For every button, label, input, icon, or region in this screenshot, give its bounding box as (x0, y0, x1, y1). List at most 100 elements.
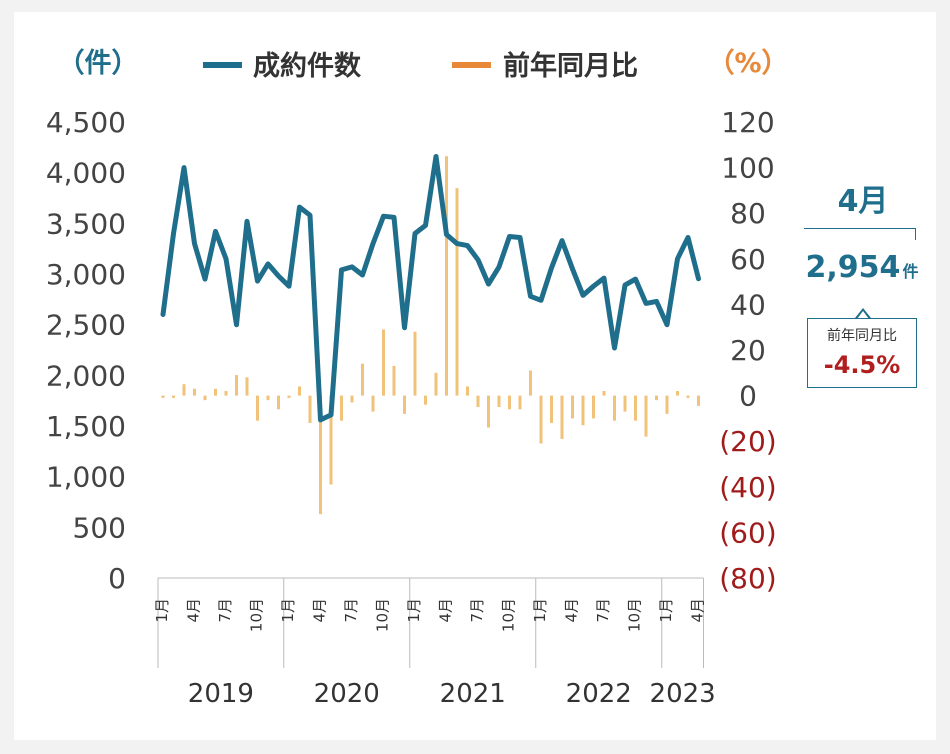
callout-count-value: 2,954 (805, 250, 901, 285)
yoy-bar (644, 395, 648, 437)
year-label: 2021 (440, 679, 506, 709)
callout-yoy-label: 前年同月比 (827, 328, 897, 344)
month-tick-label: 7月 (594, 598, 612, 623)
year-label: 2019 (188, 679, 254, 709)
yoy-bar (508, 395, 511, 410)
yoy-bar (497, 395, 501, 407)
right-tick-label: 80 (730, 197, 766, 230)
left-tick-label: 4,000 (46, 157, 126, 190)
legend-label-count: 成約件数 (253, 50, 362, 82)
month-tick-label: 1月 (657, 598, 675, 623)
month-tick-label: 7月 (468, 598, 486, 623)
month-tick-label: 4月 (311, 598, 329, 623)
month-tick-label: 1月 (279, 598, 297, 623)
yoy-bar (203, 395, 207, 401)
yoy-bar (193, 388, 196, 396)
yoy-bar (403, 395, 406, 414)
yoy-bar (655, 395, 658, 401)
yoy-bar (298, 386, 301, 396)
yoy-bar (592, 395, 595, 419)
month-tick-label: 4月 (563, 598, 581, 623)
yoy-bar (245, 377, 249, 396)
yoy-bar (550, 395, 553, 423)
yoy-bar (560, 395, 564, 439)
yoy-bar (634, 395, 637, 421)
yoy-bar (361, 363, 364, 396)
yoy-bar (319, 395, 322, 515)
yoy-bar (581, 395, 585, 426)
yoy-bar (382, 329, 385, 396)
month-tick-label: 1月 (405, 598, 423, 623)
right-tick-label: 60 (730, 243, 766, 276)
right-tick-label: 40 (730, 288, 766, 321)
month-tick-label: 1月 (153, 598, 171, 623)
right-tick-label: 100 (721, 152, 774, 185)
right-tick-label: (20) (719, 425, 776, 458)
yoy-bar (665, 395, 669, 414)
left-tick-label: 1,000 (46, 461, 126, 494)
yoy-bar (602, 391, 606, 396)
yoy-bar (487, 395, 490, 428)
month-tick-label: 4月 (437, 598, 455, 623)
yoy-bar (455, 188, 459, 396)
left-tick-label: 500 (73, 511, 126, 544)
left-tick-label: 3,500 (46, 207, 126, 240)
month-tick-label: 10月 (374, 598, 392, 632)
right-axis-unit: （%） (707, 48, 788, 79)
yoy-bar (529, 370, 532, 396)
yoy-bar (676, 391, 679, 396)
yoy-bar (224, 391, 228, 396)
left-tick-label: 2,000 (46, 359, 126, 392)
left-tick-label: 2,500 (46, 309, 126, 342)
yoy-bar (371, 395, 375, 412)
yoy-bar (277, 395, 280, 410)
yoy-bar (350, 395, 354, 403)
yoy-bar (686, 395, 690, 398)
callout-bracket (804, 228, 916, 240)
callout-count-unit: 件 (902, 262, 919, 281)
month-tick-label: 10月 (248, 598, 266, 632)
month-tick-label: 4月 (185, 598, 203, 623)
callout-yoy-box: 前年同月比 -4.5% (807, 318, 917, 388)
yoy-bar (235, 375, 238, 396)
yoy-bar (697, 395, 700, 406)
legend-label-yoy: 前年同月比 (503, 50, 638, 82)
right-tick-label: (80) (719, 562, 776, 595)
yoy-bar (434, 372, 438, 396)
yoy-bar (329, 395, 333, 485)
yoy-bar (287, 395, 291, 398)
yoy-bar (266, 395, 270, 401)
yoy-bar (623, 395, 627, 412)
yoy-bar (413, 331, 417, 396)
year-label: 2022 (566, 679, 632, 709)
yoy-bar (613, 395, 616, 421)
left-tick-label: 3,000 (46, 258, 126, 291)
right-tick-label: (40) (719, 471, 776, 504)
yoy-bar (445, 156, 448, 396)
yoy-bar (424, 395, 427, 405)
right-tick-label: 120 (721, 106, 774, 139)
right-tick-label: (60) (719, 516, 776, 549)
year-label: 2023 (650, 679, 716, 709)
chart-card (14, 12, 936, 740)
yoy-bar (172, 395, 175, 398)
yoy-bar (256, 395, 259, 421)
left-tick-label: 4,500 (46, 106, 126, 139)
callout-notch-inner (857, 311, 869, 319)
yoy-bar (161, 395, 165, 398)
callout-count: 2,954 件 (804, 250, 920, 285)
yoy-bar (539, 395, 543, 444)
month-tick-label: 4月 (689, 598, 707, 623)
yoy-bar (392, 365, 396, 396)
month-tick-label: 10月 (500, 598, 518, 632)
yoy-bar (182, 384, 186, 396)
left-tick-label: 1,500 (46, 410, 126, 443)
right-tick-label: 0 (739, 380, 757, 413)
yoy-bar (214, 388, 217, 396)
yoy-bar (466, 386, 469, 396)
month-tick-label: 1月 (531, 598, 549, 623)
series-line-count (160, 154, 701, 423)
year-label: 2020 (314, 679, 380, 709)
callout-month: 4月 (837, 184, 889, 219)
